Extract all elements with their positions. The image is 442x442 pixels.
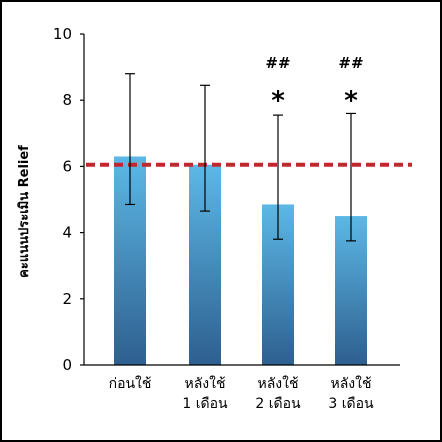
y-tick-label: 2 [62,290,72,308]
x-category-label-line: 2 เดือน [255,396,301,412]
x-category-label-line: หลังใช้ [185,375,226,392]
error-bar-3 [273,114,283,240]
y-tick-label: 4 [62,224,72,242]
x-category-label: หลังใช้ 3 เดือน [328,375,374,412]
y-tick-label: 0 [62,356,72,374]
x-category-label-line: หลังใช้ [258,375,299,392]
x-category-label: หลังใช้ 2 เดือน [255,375,301,412]
x-category-label-line: 1 เดือน [182,396,228,412]
y-tick-label: 6 [62,157,72,175]
significance-hash-label: ## [265,54,290,72]
x-category-label: หลังใช้ 1 เดือน [182,375,228,412]
x-category-label-line: หลังใช้ [331,375,372,392]
x-category-label: ก่อนใช้ [109,375,152,392]
y-tick-label: 10 [53,25,72,43]
x-category-label-line: 3 เดือน [328,396,374,412]
error-bar-1 [125,73,135,206]
significance-star-label: * [271,86,285,116]
y-tick-label: 8 [62,91,72,109]
significance-star-label: * [344,86,358,116]
significance-hash-label: ## [338,54,363,72]
y-axis-title: คะแนนประเมิน Relief [17,145,32,278]
error-bar-4 [346,112,356,242]
error-bar-2 [200,84,210,212]
x-category-label-line: ก่อนใช้ [109,375,152,392]
